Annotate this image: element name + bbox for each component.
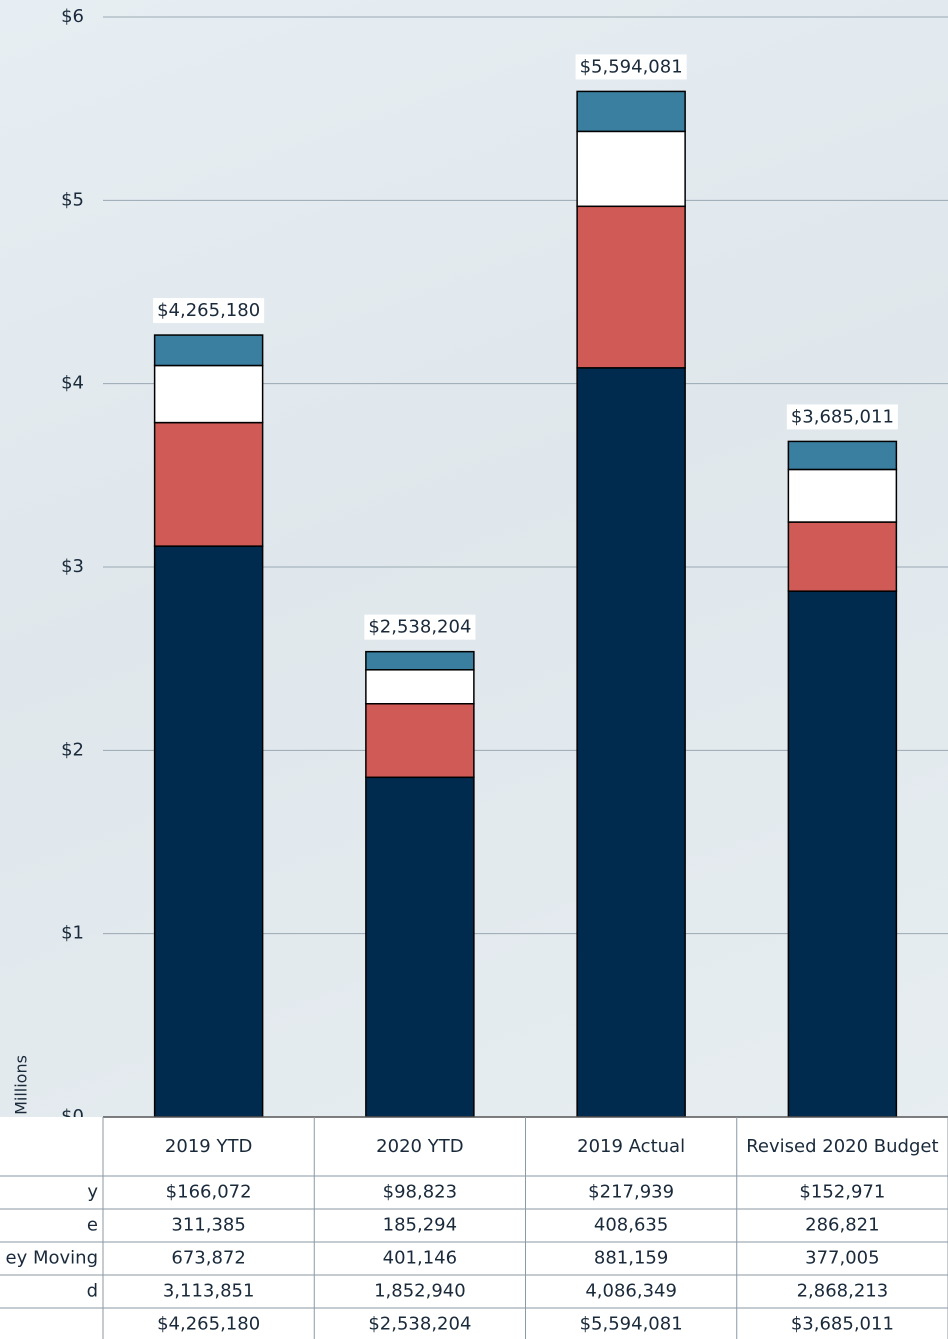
table-cell: $152,971 [799,1182,885,1203]
bar-segment [365,669,475,705]
bar-segment [365,650,475,671]
table-cell: 4,086,349 [585,1281,677,1302]
total-label-bg [786,404,898,430]
total-label: $2,538,204 [368,617,471,638]
table-total: $5,594,081 [580,1314,683,1335]
bar-segment [787,590,898,1118]
table-total: $4,265,180 [157,1314,260,1335]
x-tick-label: Revised 2020 Budget [746,1136,939,1157]
table-cell: 401,146 [383,1248,457,1269]
table-cell: $98,823 [383,1182,457,1203]
bar-segment [153,364,264,424]
bar-segment [365,776,475,1118]
table-cell: 1,852,940 [374,1281,466,1302]
table-cell: 408,635 [594,1215,668,1236]
total-label: $3,685,011 [791,406,894,427]
y-tick-label: $6 [61,6,84,27]
table-cell: $217,939 [588,1182,674,1203]
table-cell: 3,113,851 [163,1281,255,1302]
x-tick-label: 2020 YTD [376,1136,464,1157]
y-tick-label: $3 [61,556,84,577]
bar-segment [576,367,686,1118]
bar-segment [153,545,264,1118]
y-tick-label: $2 [61,739,84,760]
table-cell: 185,294 [383,1215,457,1236]
bar-segment [153,421,264,547]
table-bg [0,1117,948,1339]
bar-segment [576,90,686,133]
y-tick-label: $1 [61,923,84,944]
bar-segment [787,468,898,523]
data-table: 2019 YTD 2020 YTD 2019 Actual Revised 2020 … [0,1116,948,1339]
table-cell: 377,005 [805,1248,879,1269]
legend-label: y [87,1182,98,1203]
x-tick-cell: 2019 Actual [577,1136,686,1157]
bar-segment [576,205,686,369]
total-label: $4,265,180 [157,300,260,321]
total-label-bg [575,54,687,80]
legend-label: d [87,1281,98,1302]
total-label-bg [153,298,265,324]
table-cell: 2,868,213 [797,1281,889,1302]
bar-segment [365,703,475,779]
table-cell: $166,072 [166,1182,252,1203]
x-tick-label: 2019 YTD [164,1136,253,1157]
x-tick-cell: 2019 YTD [164,1136,253,1157]
y-axis-label: Millions [12,1055,31,1115]
table-total: $3,685,011 [791,1314,894,1335]
table-cell: 311,385 [171,1215,245,1236]
table-total: $2,538,204 [368,1314,471,1335]
y-tick-label: $4 [61,373,84,394]
legend-label: ey Moving [6,1248,98,1269]
bar-segment [576,130,686,208]
table-cell: 286,821 [805,1215,879,1236]
total-label-bg [364,614,476,640]
bar-segment [787,521,898,592]
table-cell: 881,159 [594,1248,668,1269]
x-tick-cell: Revised 2020 Budget [746,1136,939,1157]
bar-segment [787,440,898,471]
total-label: $5,594,081 [580,56,683,77]
x-tick-cell: 2020 YTD [376,1136,464,1157]
bar-segment [153,334,264,367]
y-tick-label: $5 [61,189,84,210]
table-cell: 673,872 [171,1248,245,1269]
x-tick-label: 2019 Actual [577,1136,686,1157]
legend-label: e [87,1215,98,1236]
